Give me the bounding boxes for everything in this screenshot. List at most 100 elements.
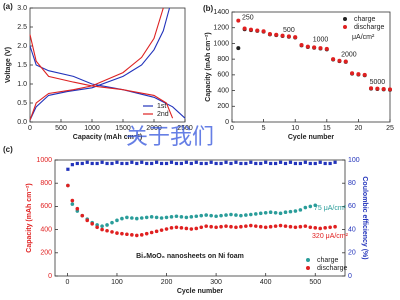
point [199,225,204,230]
point [179,161,184,166]
point [95,161,99,166]
point [194,226,199,231]
y2-axis-label: Coulombic efficiency (%) [361,176,368,259]
point [318,46,323,51]
y-tick-label: 0.5 [17,100,27,107]
y2-tick-label: 40 [348,226,356,233]
point [100,224,104,228]
x-tick-label: 500 [55,125,67,132]
y-tick-label: 800 [40,180,52,187]
point [242,26,247,31]
point [105,161,109,166]
point [179,226,184,230]
point [239,224,243,229]
point [283,161,288,166]
point [214,214,218,219]
point [125,161,129,166]
point [278,211,283,216]
point [194,160,198,164]
point [258,211,263,216]
point [293,35,298,40]
rate-label: 5000 [370,79,386,86]
series-line [29,7,174,121]
point [305,44,310,49]
point [286,34,291,39]
point [244,161,248,166]
point [343,59,348,64]
point [269,161,273,166]
legend-label: 2nd [157,111,169,118]
point [288,224,293,229]
legend-note: μA/cm² [352,34,375,41]
point [159,216,164,220]
point [273,224,278,228]
x-axis-label: Capacity (mAh cm⁻²) [73,134,142,141]
y2-tick-label: 20 [348,250,356,257]
point [303,205,308,210]
point [115,218,119,223]
x-tick-label: 20 [355,125,363,132]
point [105,223,109,227]
point [313,226,318,230]
point [219,213,223,218]
y2-tick-label: 60 [348,203,356,210]
point [140,160,144,164]
point [159,161,164,166]
point [234,213,238,217]
y-tick-label: 1.0 [17,81,27,88]
y-tick-label: 1000 [213,40,229,47]
point [194,214,199,219]
y-tick-label: 0 [225,119,229,126]
point [375,86,380,91]
legend-swatch [343,17,347,21]
legend-label: charge [317,257,339,264]
y2-tick-label: 80 [348,180,356,187]
point [318,160,322,164]
point [293,161,298,166]
point [249,223,253,228]
legend-swatch [343,25,347,29]
point [293,225,298,230]
point [169,226,174,230]
point [189,227,194,231]
point [350,71,355,76]
rate-label: 250 [242,14,254,21]
panel-label: (c) [3,145,13,154]
point [174,214,179,219]
point [66,183,70,188]
x-tick-label: 1500 [115,125,131,132]
point [149,215,154,219]
point [308,161,312,166]
point [261,29,266,34]
y-tick-label: 1000 [36,157,52,164]
point [273,210,278,215]
point [288,160,293,164]
point [283,224,288,228]
point [150,161,154,166]
point [283,210,288,214]
point [229,161,233,166]
point [204,224,208,228]
y-tick-label: 400 [217,87,229,94]
point [110,161,114,166]
annotation: Bi₂MoO₆ nanosheets on Ni foam [136,253,244,260]
rate-label: 500 [283,27,295,34]
point [214,161,218,166]
point [139,216,144,220]
point [323,226,327,230]
y-axis-label: Capacity (mAh cm⁻²) [205,32,212,101]
point [224,224,228,228]
x-tick-label: 1000 [84,125,100,132]
point [263,210,268,215]
annotation: 75 μA/cm² [314,205,347,212]
point [236,46,241,51]
point [115,231,119,235]
point [308,225,313,230]
point [110,230,114,234]
point [234,160,238,164]
point [174,225,179,230]
point [130,160,134,164]
point [239,161,243,166]
point [130,216,134,220]
